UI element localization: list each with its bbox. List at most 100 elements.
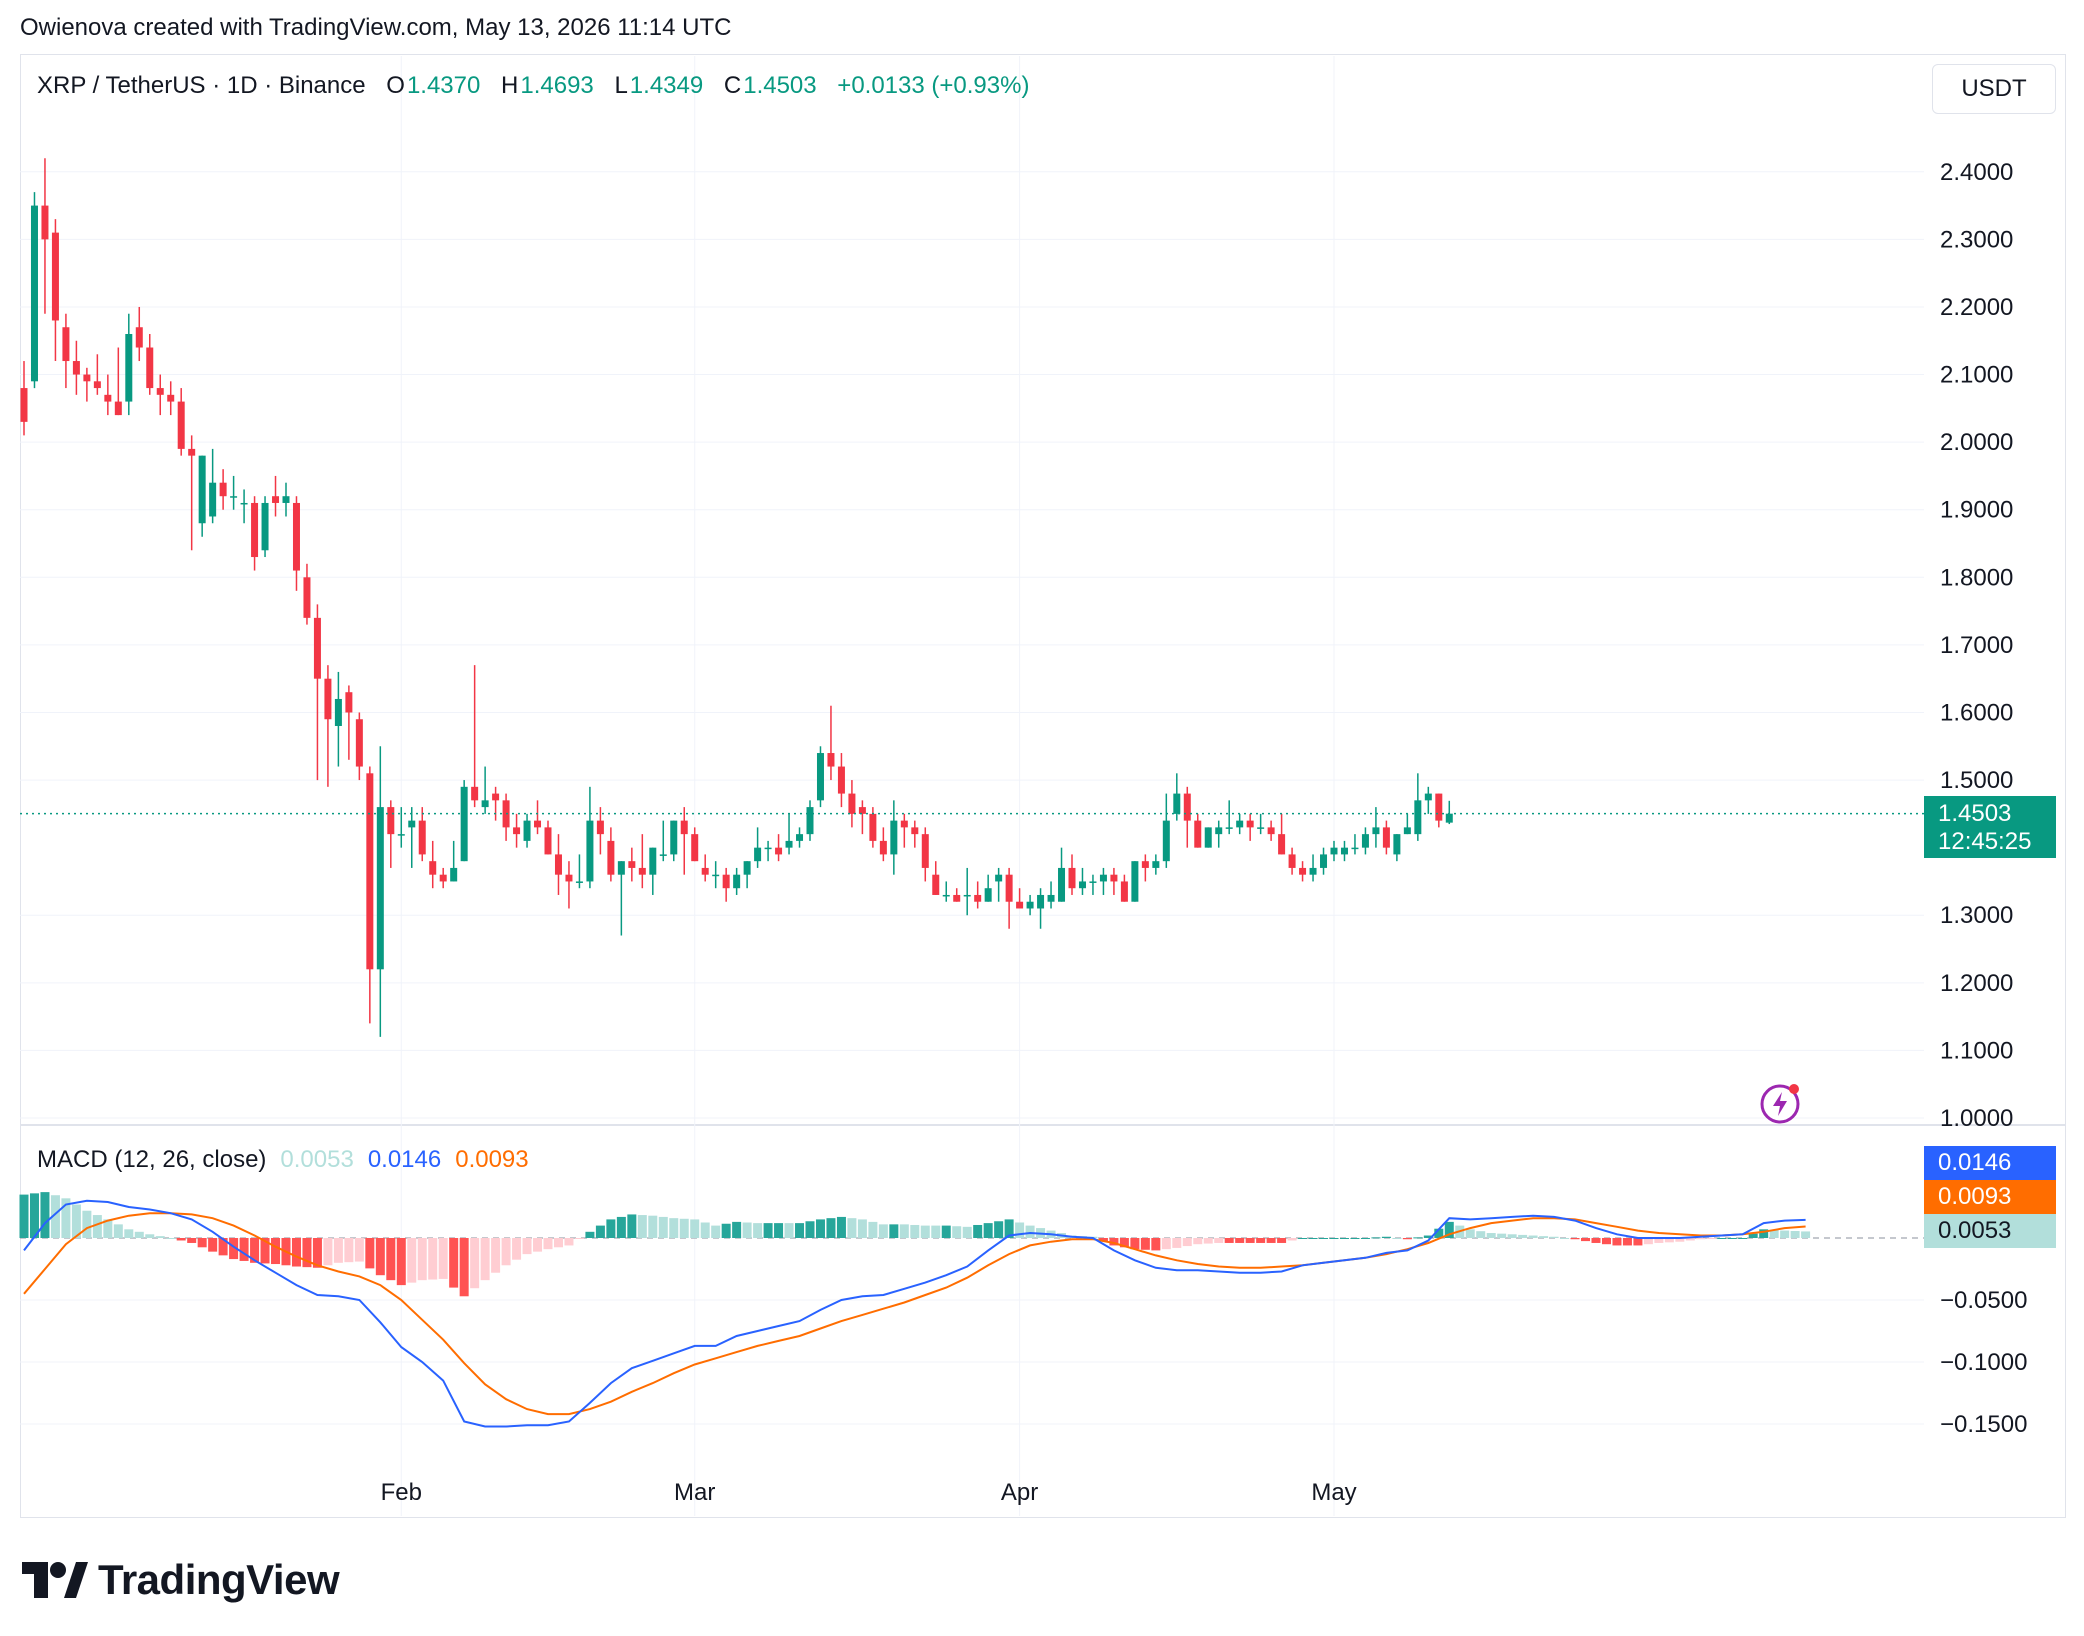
macd-histogram-bar (239, 1238, 249, 1261)
macd-histogram-bar (71, 1204, 81, 1238)
candle-body (313, 617, 321, 679)
macd-histogram-bar (1423, 1235, 1433, 1238)
macd-histogram-bar (271, 1238, 281, 1265)
candle-body (764, 847, 772, 850)
candle-body (104, 394, 112, 402)
candle-body (219, 482, 227, 497)
macd-histogram-bar (176, 1238, 186, 1241)
candle-body (544, 827, 552, 855)
macd-line-tag-value: 0.0146 (1938, 1149, 2012, 1176)
candle-body (167, 394, 175, 402)
candle-body (93, 381, 101, 389)
candle-body (1445, 813, 1453, 823)
macd-histogram-bar (721, 1223, 731, 1238)
macd-histogram-bar (1140, 1238, 1150, 1250)
macd-hist-tag: 0.0053 (1924, 1214, 2056, 1248)
macd-histogram-bar (753, 1223, 763, 1238)
macd-line (23, 1199, 1806, 1428)
candle-body (963, 894, 971, 897)
chart-frame[interactable] (20, 54, 2066, 1518)
macd-histogram-bar (1224, 1238, 1234, 1243)
macd-histogram-bar (1151, 1238, 1161, 1251)
macd-histogram-bar (208, 1238, 218, 1252)
macd-histogram-bar (1643, 1238, 1653, 1245)
macd-histogram-bar (522, 1238, 532, 1255)
x-tick-label: May (1311, 1479, 1356, 1506)
symbol-label[interactable]: XRP / TetherUS · 1D · Binance (37, 72, 366, 99)
close-value: 1.4503 (743, 72, 817, 99)
macd-histogram-bar (648, 1215, 658, 1238)
price-tick-label: 1.1000 (1940, 1037, 2013, 1064)
macd-histogram-bar (763, 1223, 773, 1238)
macd-histogram-bar (50, 1195, 60, 1238)
price-tick-label: 2.2000 (1940, 294, 2013, 321)
candle-body (125, 334, 133, 402)
macd-histogram-bar (941, 1225, 951, 1238)
signal-line-legend-value: 0.0093 (455, 1146, 529, 1173)
candle-body (261, 502, 269, 551)
macd-histogram-bar (134, 1231, 144, 1238)
macd-histogram-bar (1549, 1236, 1559, 1238)
macd-histogram-bar (365, 1238, 375, 1269)
tradingview-logo[interactable]: TradingView (22, 1556, 340, 1604)
currency-button[interactable]: USDT (1932, 64, 2056, 114)
macd-histogram-bar (323, 1238, 333, 1266)
candle-body (848, 793, 856, 814)
candle-body (1382, 827, 1390, 848)
candle-body (974, 894, 982, 902)
macd-histogram-bar (1308, 1238, 1318, 1239)
candle-body (209, 482, 217, 517)
candle-body (334, 698, 342, 726)
macd-histogram-bar (1381, 1236, 1391, 1238)
macd-histogram-bar (616, 1216, 626, 1238)
macd-legend: MACD (12, 26, close) 0.0053 0.0146 0.0093 (37, 1146, 543, 1174)
macd-histogram-bar (1717, 1238, 1727, 1239)
candle-body (1351, 847, 1359, 850)
candle-body (827, 753, 835, 767)
last-price-tag: 1.4503 12:45:25 (1924, 796, 2056, 858)
signal-line (23, 1212, 1806, 1416)
macd-histogram-bar (1497, 1233, 1507, 1238)
price-tick-label: 1.6000 (1940, 699, 2013, 726)
lightning-icon[interactable] (1760, 1080, 1804, 1124)
macd-histogram-bar (1769, 1229, 1779, 1238)
candle-body (1403, 827, 1411, 835)
price-tick-label: 1.8000 (1940, 564, 2013, 591)
candle-body (879, 840, 887, 855)
candle-body (240, 502, 248, 505)
macd-histogram-bar (1748, 1233, 1758, 1238)
candle-body (775, 847, 783, 855)
macd-histogram-bar (1182, 1238, 1192, 1247)
candle-body (1089, 881, 1097, 883)
candle-body (292, 502, 300, 571)
macd-histogram-bar (1654, 1238, 1664, 1243)
macd-histogram-bar (250, 1238, 260, 1263)
macd-histogram-bar (1685, 1238, 1695, 1241)
candle-body (712, 874, 720, 877)
candle-body (146, 347, 154, 389)
macd-histogram-bar (428, 1238, 438, 1280)
candle-body (72, 361, 80, 375)
candle-body (1393, 834, 1401, 855)
candle-body (628, 861, 636, 868)
candle-body (806, 807, 814, 835)
candle-body (1099, 874, 1107, 882)
macd-histogram-bar (1172, 1238, 1182, 1248)
macd-histogram-bar (1622, 1238, 1632, 1246)
macd-indicator-label[interactable]: MACD (12, 26, close) (37, 1146, 267, 1173)
candle-body (83, 374, 91, 382)
candle-body (1246, 820, 1254, 828)
macd-histogram-bar (784, 1223, 794, 1238)
macd-histogram-bar (1539, 1236, 1549, 1238)
ohlc-legend: XRP / TetherUS · 1D · Binance O1.4370 H1… (37, 72, 1031, 100)
macd-tick-label: −0.1000 (1940, 1349, 2027, 1376)
macd-histogram-bar (333, 1238, 343, 1263)
low-value: 1.4349 (629, 72, 704, 99)
macd-histogram-bar (533, 1238, 543, 1252)
candle-body (1183, 793, 1191, 821)
candle-body (439, 874, 447, 882)
macd-histogram-bar (1214, 1238, 1224, 1243)
macd-histogram-bar (962, 1226, 972, 1238)
signal-line-tag: 0.0093 (1924, 1180, 2056, 1214)
